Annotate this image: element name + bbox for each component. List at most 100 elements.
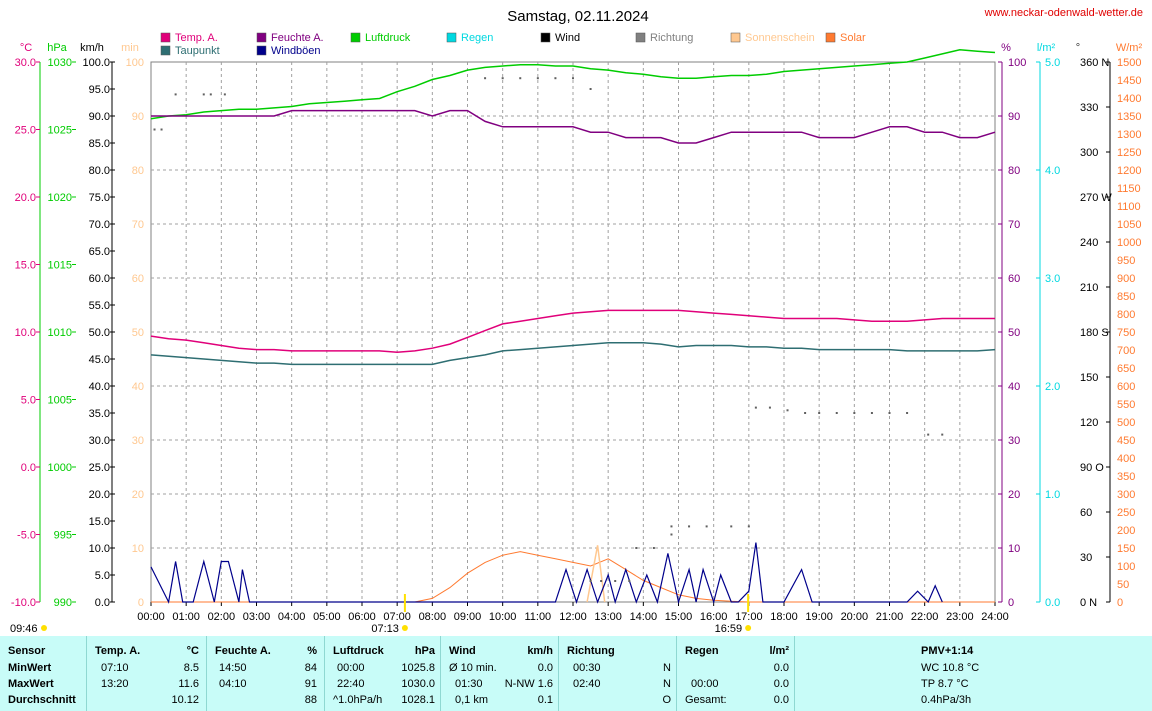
wind-unit: km/h: [527, 645, 553, 657]
wind-tick-label: 70.0: [89, 219, 110, 231]
humidity-tick-label: 0: [1008, 597, 1014, 609]
weather-chart: Samstag, 02.11.2024 www.neckar-odenwald-…: [10, 7, 1143, 635]
temp-tick-label: 15.0: [15, 260, 36, 272]
wind-tick-label: 95.0: [89, 84, 110, 96]
x-tick-label: 17:00: [735, 611, 763, 623]
axis-units: °C hPa km/h min% l/m² ° W/m²: [20, 42, 1143, 54]
direction-dot: [786, 409, 789, 412]
legend-swatch: [730, 32, 741, 43]
solar-tick-label: 1100: [1117, 201, 1141, 213]
pressure-tick-label: 1000: [48, 462, 72, 474]
wind-tick-label: 35.0: [89, 408, 110, 420]
x-tick-label: 02:00: [208, 611, 236, 623]
direction-dot: [835, 412, 838, 414]
stats-col-sensor: Sensor MinWert MaxWert Durchschnitt: [0, 636, 86, 711]
unit-solar: W/m²: [1116, 42, 1143, 54]
sunrise-label: 07:13: [371, 623, 399, 635]
direction-dot: [589, 580, 592, 582]
sun-tick-label: 100: [126, 57, 144, 69]
direction-dot: [652, 547, 655, 549]
unit-humidity: %: [1001, 42, 1011, 54]
solar-tick-label: 650: [1117, 363, 1135, 375]
direction-dot: [209, 93, 212, 96]
legend: Temp. A.Taupunkt Feuchte A.Windböen Luftdr…: [160, 32, 866, 57]
direction-tick-label: 30: [1080, 552, 1092, 564]
stats-col-wind: Wind km/h Ø 10 min. 0.0 01:30 N-NW 1.6 0…: [440, 636, 559, 711]
legend-swatch: [350, 32, 361, 43]
x-tick-label: 13:00: [594, 611, 622, 623]
press-min: 1025.8: [401, 662, 435, 674]
rain-unit: l/m²: [769, 645, 789, 657]
sun-icon: [401, 625, 408, 631]
rain-tick-label: 4.0: [1045, 165, 1060, 177]
x-tick-label: 21:00: [876, 611, 904, 623]
stats-col-pressure: Luftdruck hPa 00:00 1025.8 22:40 1030.0 …: [324, 636, 441, 711]
solar-tick-label: 250: [1117, 507, 1135, 519]
direction-dot: [536, 77, 539, 80]
press-max: 1030.0: [401, 678, 435, 690]
direction-dot: [600, 580, 603, 582]
direction-dot: [519, 77, 522, 80]
temp-avg: 10.12: [171, 694, 199, 706]
wind-row3-label: 0,1 km: [455, 694, 489, 706]
daylength-label: 09:46: [10, 623, 38, 635]
wind-tick-label: 75.0: [89, 192, 110, 204]
direction-tick-label: 210: [1080, 282, 1098, 294]
direction-dot: [202, 93, 205, 96]
chart-title: Samstag, 02.11.2024: [507, 8, 649, 25]
series-line-hum: [151, 109, 996, 144]
rain-tick-label: 3.0: [1045, 273, 1060, 285]
hum-min-time: 14:50: [219, 662, 247, 674]
rain-tick-label: 1.0: [1045, 489, 1060, 501]
legend-swatch: [635, 32, 646, 43]
direction-dot: [223, 93, 226, 96]
unit-direction: °: [1076, 42, 1080, 54]
direction-dot: [635, 547, 638, 549]
series-line-press: [150, 49, 996, 120]
sun-icon: [41, 625, 47, 631]
x-tick-label: 19:00: [805, 611, 833, 623]
solar-tick-label: 800: [1117, 309, 1135, 321]
solar-tick-label: 900: [1117, 273, 1135, 285]
temp-min-time: 07:10: [101, 662, 129, 674]
direction-dot: [614, 580, 617, 582]
x-tick-label: 24:00: [981, 611, 1009, 623]
solar-tick-label: 50: [1117, 579, 1129, 591]
rain-tick-label: 5.0: [1045, 57, 1060, 69]
direction-dot: [853, 412, 856, 414]
stats-row-avg: Durchschnitt: [8, 694, 76, 706]
solar-tick-label: 850: [1117, 291, 1135, 303]
direction-tick-label: 270 W: [1080, 192, 1112, 204]
pmv-row2: TP 8.7 °C: [921, 678, 969, 690]
temp-header: Temp. A.: [95, 645, 141, 657]
solar-tick-label: 1050: [1117, 219, 1141, 231]
humidity-tick-label: 40: [1008, 381, 1020, 393]
legend-swatch: [256, 45, 267, 56]
wind-tick-label: 100.0: [82, 57, 110, 69]
x-tick-label: 03:00: [243, 611, 271, 623]
x-tick-label: 14:00: [630, 611, 658, 623]
x-tick-label: 07:00: [383, 611, 411, 623]
dir-row3-value: O: [662, 694, 671, 706]
solar-tick-label: 550: [1117, 399, 1135, 411]
solar-tick-label: 1500: [1117, 57, 1141, 69]
temp-max: 11.6: [178, 678, 199, 690]
legend-label: Richtung: [650, 32, 693, 44]
legend-label: Temp. A.: [175, 32, 218, 44]
direction-dot: [628, 580, 631, 582]
direction-dot: [941, 433, 944, 436]
wind-tick-label: 0.0: [95, 597, 110, 609]
solar-tick-label: 450: [1117, 435, 1135, 447]
temp-min: 8.5: [183, 662, 199, 674]
sun-tick-label: 0: [138, 597, 144, 609]
wind-row2-value: N-NW 1.6: [504, 678, 553, 690]
solar-tick-label: 1000: [1117, 237, 1141, 249]
website-link[interactable]: www.neckar-odenwald-wetter.de: [984, 7, 1143, 19]
temp-tick-label: 5.0: [21, 395, 36, 407]
wind-row1-label: Ø 10 min.: [449, 662, 497, 674]
press-header: Luftdruck: [333, 645, 384, 657]
wind-header: Wind: [449, 645, 476, 657]
solar-tick-label: 500: [1117, 417, 1135, 429]
legend-swatch: [160, 32, 171, 43]
solar-tick-label: 150: [1117, 543, 1135, 555]
